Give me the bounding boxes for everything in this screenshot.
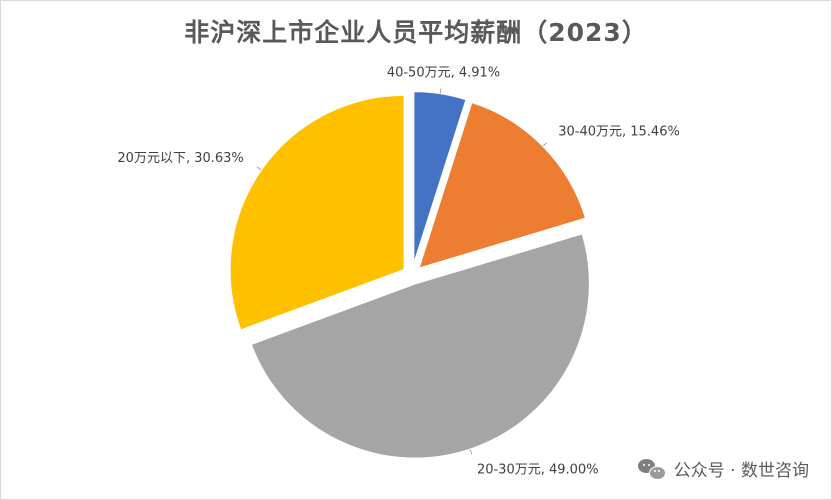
pie-slice-2 bbox=[249, 232, 591, 460]
pie-leader-line-3 bbox=[256, 166, 262, 171]
pie-data-label-0: 40-50万元, 4.91% bbox=[387, 65, 500, 80]
pie-slice-0 bbox=[412, 90, 468, 267]
pie-data-label-3: 20万元以下, 30.63% bbox=[117, 151, 243, 166]
pie-slice-3 bbox=[228, 93, 406, 332]
pie-data-label-2: 20-30万元, 49.00% bbox=[477, 462, 599, 477]
pie-leader-line-1 bbox=[542, 142, 548, 147]
pie-leader-line-0 bbox=[439, 88, 442, 94]
watermark-text: 公众号 · 数世咨询 bbox=[673, 461, 809, 481]
watermark: 公众号 · 数世咨询 bbox=[637, 456, 809, 481]
pie-data-label-1: 30-40万元, 15.46% bbox=[558, 124, 680, 139]
chart-title: 非沪深上市企业人员平均薪酬（2023） bbox=[184, 18, 648, 47]
pie-leader-line-2 bbox=[469, 449, 473, 455]
wechat-icon bbox=[637, 458, 666, 480]
